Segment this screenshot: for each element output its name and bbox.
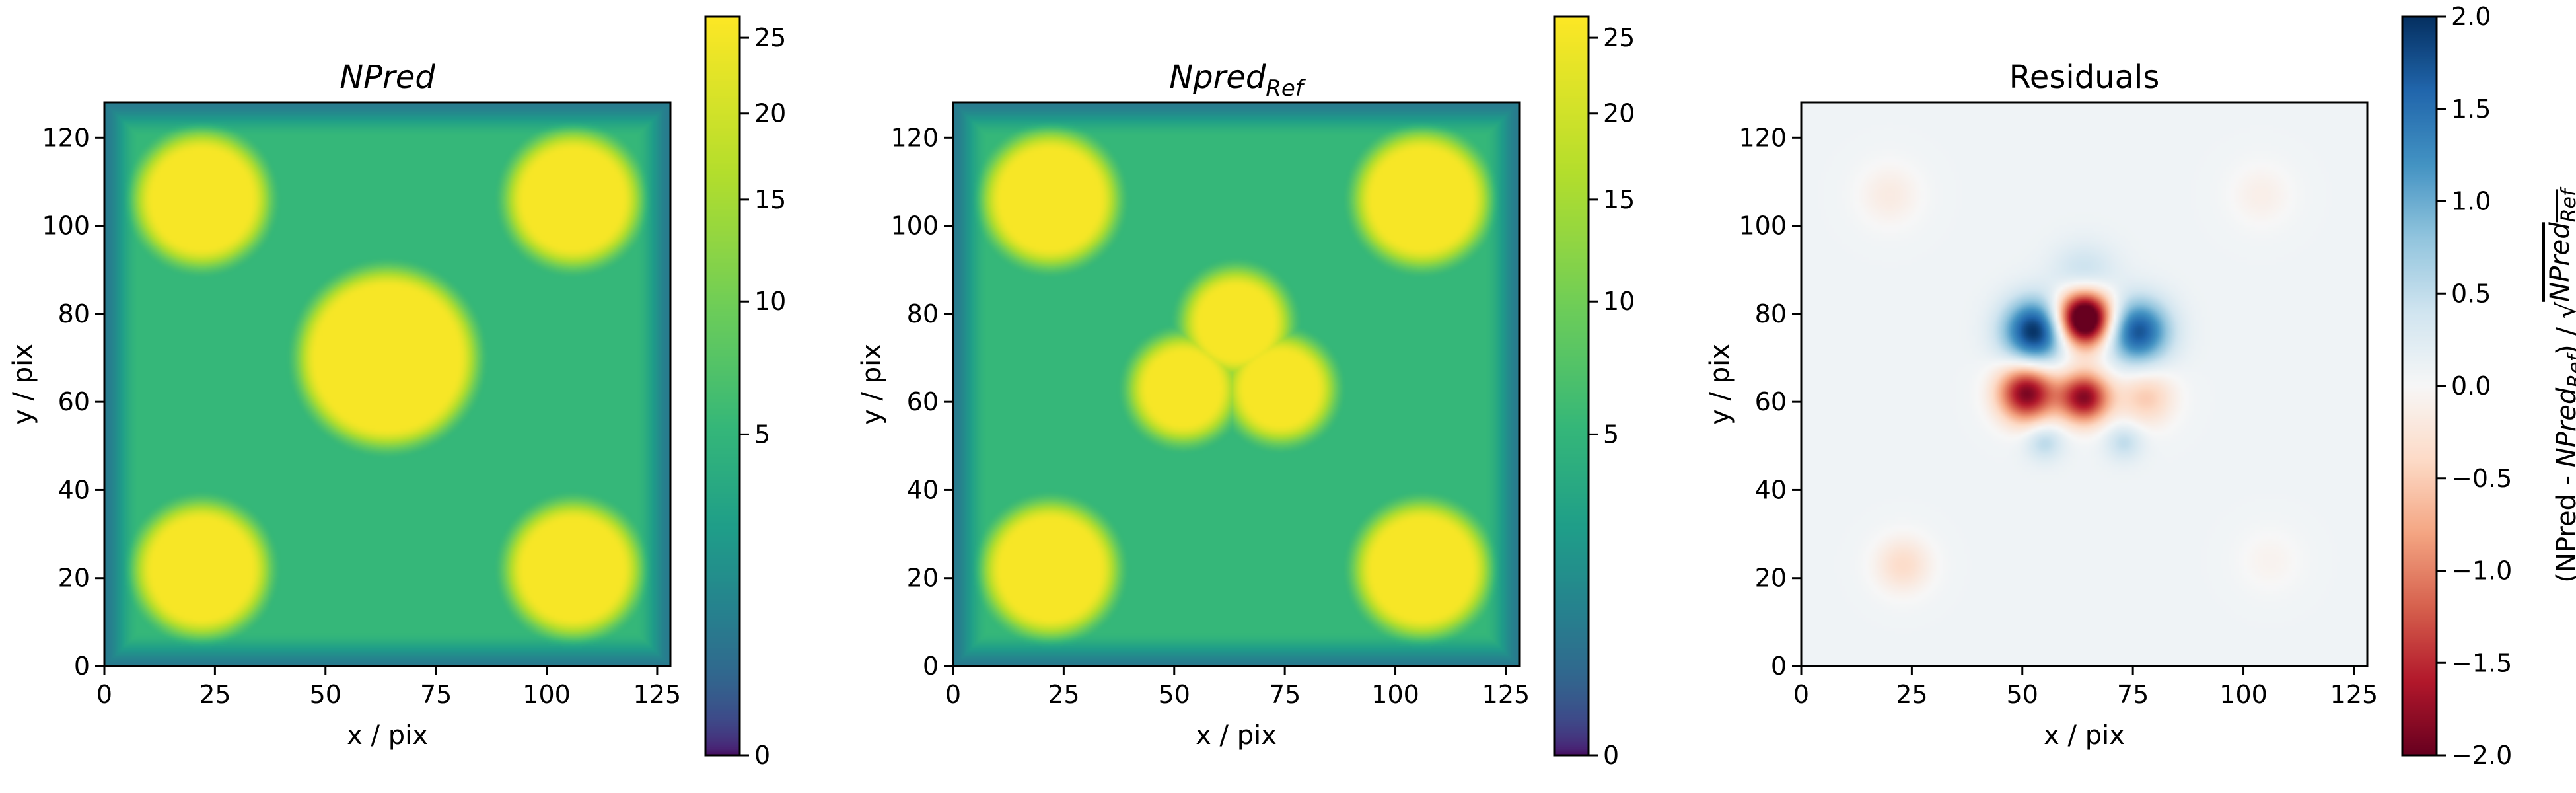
colorbar-tick-label: 20 <box>1603 99 1635 128</box>
colorbar-tick-label: −1.5 <box>2451 648 2512 677</box>
x-tick-label: 0 <box>1793 680 1809 709</box>
colorbar-tick-label: 0.5 <box>2451 279 2491 308</box>
y-tick-label: 20 <box>907 564 939 593</box>
x-tick-label: 125 <box>2330 680 2379 709</box>
y-tick-label: 20 <box>58 564 90 593</box>
y-tick-label: 40 <box>58 475 90 504</box>
y-tick-label: 60 <box>1755 387 1787 416</box>
x-tick-label: 0 <box>96 680 112 709</box>
y-tick-label: 80 <box>58 299 90 328</box>
y-tick-label: 60 <box>907 387 939 416</box>
colorbar-label: (NPred - NPredRef) / √NPredRef <box>2545 186 2576 583</box>
colorbar-frame <box>1553 15 1590 757</box>
colorbar-tick-label: 5 <box>754 420 770 449</box>
colorbar-tick-label: 25 <box>1603 23 1635 52</box>
panel-title: NpredRef <box>1169 59 1306 102</box>
y-tick-label: 120 <box>890 123 939 152</box>
colorbar-tick-label: 15 <box>754 185 786 214</box>
heatmap-image <box>1801 102 2367 666</box>
y-tick-label: 100 <box>42 211 90 241</box>
y-tick-label: 20 <box>1755 564 1787 593</box>
axes-frame <box>952 101 1521 667</box>
colorbar-tick-label: 25 <box>754 23 786 52</box>
panel-title: NPred <box>340 59 435 96</box>
colorbar <box>2402 17 2437 755</box>
y-tick-label: 0 <box>74 652 90 681</box>
x-axis-label: x / pix <box>2044 720 2125 751</box>
x-tick-label: 75 <box>420 680 452 709</box>
y-axis-label: y / pix <box>1705 344 1735 425</box>
colorbar-tick-label: 2.0 <box>2451 2 2491 31</box>
y-tick-label: 0 <box>923 652 939 681</box>
colorbar-tick-label: 15 <box>1603 185 1635 214</box>
y-tick-label: 40 <box>1755 475 1787 504</box>
colorbar-tick-label: 0.0 <box>2451 371 2491 400</box>
colorbar-tick-label: 0 <box>1603 741 1619 770</box>
x-tick-label: 100 <box>2219 680 2268 709</box>
colorbar-tick-label: 20 <box>754 99 786 128</box>
y-tick-label: 60 <box>58 387 90 416</box>
x-tick-label: 100 <box>1371 680 1419 709</box>
y-tick-label: 80 <box>907 299 939 328</box>
panel-title: Residuals <box>2009 59 2160 96</box>
axes-frame <box>1800 101 2369 667</box>
x-tick-label: 25 <box>199 680 231 709</box>
x-tick-label: 50 <box>1159 680 1190 709</box>
colorbar-tick-label: 10 <box>1603 287 1635 316</box>
x-tick-label: 0 <box>945 680 961 709</box>
y-tick-label: 80 <box>1755 299 1787 328</box>
x-tick-label: 25 <box>1048 680 1079 709</box>
x-tick-label: 50 <box>310 680 341 709</box>
x-tick-label: 100 <box>522 680 571 709</box>
axes-frame <box>103 101 672 667</box>
x-tick-label: 50 <box>2007 680 2038 709</box>
heatmap-image <box>104 102 670 666</box>
x-tick-label: 125 <box>633 680 682 709</box>
y-tick-label: 100 <box>1738 211 1787 241</box>
colorbar-tick-label: 1.5 <box>2451 94 2491 124</box>
colorbar-tick-label: −1.0 <box>2451 556 2512 585</box>
y-tick-label: 100 <box>890 211 939 241</box>
y-axis-label: y / pix <box>8 344 38 425</box>
colorbar-tick-label: 5 <box>1603 420 1619 449</box>
colorbar-tick-label: −2.0 <box>2451 741 2512 770</box>
colorbar-frame <box>704 15 741 757</box>
y-tick-label: 120 <box>42 123 90 152</box>
y-tick-label: 120 <box>1738 123 1787 152</box>
panel-3: Residuals 0 25 50 75 100 125 0 20 40 60 80 100 120 x /… <box>1705 2 2576 770</box>
colorbar-tick-label: −0.5 <box>2451 464 2512 493</box>
colorbar <box>1554 17 1589 755</box>
y-tick-label: 40 <box>907 475 939 504</box>
x-axis-label: x / pix <box>347 720 428 751</box>
colorbar-tick-label: 10 <box>754 287 786 316</box>
x-tick-label: 125 <box>1482 680 1530 709</box>
x-tick-label: 75 <box>2117 680 2149 709</box>
y-tick-label: 0 <box>1771 652 1787 681</box>
x-axis-label: x / pix <box>1196 720 1277 751</box>
colorbar-tick-label: 1.0 <box>2451 187 2491 216</box>
x-tick-label: 25 <box>1896 680 1927 709</box>
colorbar <box>705 17 740 755</box>
x-tick-label: 75 <box>1269 680 1301 709</box>
colorbar-tick-label: 0 <box>754 741 770 770</box>
heatmap-image <box>953 102 1519 666</box>
y-axis-label: y / pix <box>857 344 887 425</box>
